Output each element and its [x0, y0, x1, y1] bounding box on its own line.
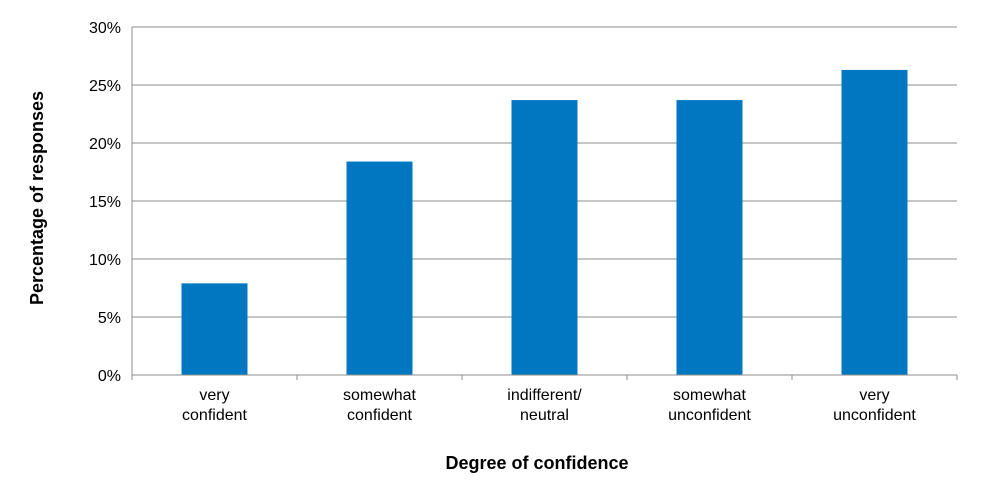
bar [181, 283, 248, 375]
y-tick-label: 5% [98, 310, 121, 327]
y-tick-label: 15% [89, 194, 121, 211]
x-tick-label-line: very [199, 387, 229, 404]
x-tick-label-line: somewhat [343, 387, 416, 404]
y-tick-label: 20% [89, 136, 121, 153]
x-tick-label-line: confident [182, 407, 247, 424]
bar [346, 161, 413, 375]
x-tick-label-line: somewhat [673, 387, 746, 404]
x-tick-label-line: unconfident [833, 407, 916, 424]
x-tick-label-line: confident [347, 407, 412, 424]
bar [511, 100, 578, 375]
x-tick-label-line: indifferent/ [507, 387, 582, 404]
x-tick-label: somewhat unconfident [668, 387, 751, 424]
y-tick-label: 0% [98, 368, 121, 385]
y-axis-title: Percentage of responses [27, 91, 47, 305]
x-tick-label-line: very [859, 387, 889, 404]
bars [181, 69, 908, 376]
x-tick-label: indifferent/neutral [507, 387, 582, 424]
axes [131, 27, 958, 380]
x-tick-label: very unconfident [833, 387, 916, 424]
x-tick-label-line: unconfident [668, 407, 751, 424]
tick-labels: 0%5%10%15%20%25%30%very confidentsomewhat… [89, 20, 916, 424]
x-tick-label: somewhat confident [343, 387, 416, 424]
y-tick-label: 25% [89, 78, 121, 95]
x-tick-label-line: neutral [520, 407, 569, 424]
x-axis-title: Degree of confidence [445, 453, 628, 473]
y-tick-label: 30% [89, 20, 121, 37]
bar [841, 69, 908, 376]
bar [676, 100, 743, 375]
y-tick-label: 10% [89, 252, 121, 269]
x-tick-label: very confident [182, 387, 247, 424]
